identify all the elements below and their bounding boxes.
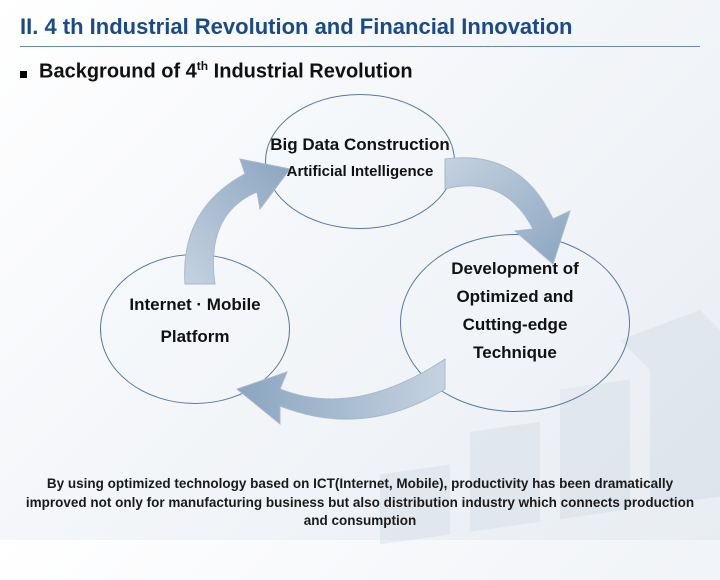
subtitle-superscript: th xyxy=(197,59,208,73)
node-right-line2: Optimized and xyxy=(415,286,615,308)
node-right: Development of Optimized and Cutting-edg… xyxy=(415,252,615,364)
subtitle-suffix: Industrial Revolution xyxy=(208,61,412,83)
bullet-icon xyxy=(20,71,27,78)
node-left-line2: Platform xyxy=(110,326,280,348)
node-top: Big Data Construction Artificial Intelli… xyxy=(268,134,452,182)
node-right-line4: Technique xyxy=(415,342,615,364)
node-left: Internet · Mobile Platform xyxy=(110,294,280,348)
page-title: II. 4 th Industrial Revolution and Finan… xyxy=(20,14,700,47)
cycle-diagram: Big Data Construction Artificial Intelli… xyxy=(20,84,700,424)
node-left-line1: Internet · Mobile xyxy=(129,295,260,314)
node-top-line1: Big Data Construction xyxy=(270,135,449,154)
footer-text: By using optimized technology based on I… xyxy=(20,475,700,530)
section-heading: Background of 4th Industrial Revolution xyxy=(20,59,700,84)
node-right-line3: Cutting-edge xyxy=(415,314,615,336)
subtitle-prefix: Background of 4 xyxy=(39,61,197,83)
node-top-line2: Artificial Intelligence xyxy=(268,162,452,182)
node-right-line1: Development of xyxy=(415,258,615,280)
